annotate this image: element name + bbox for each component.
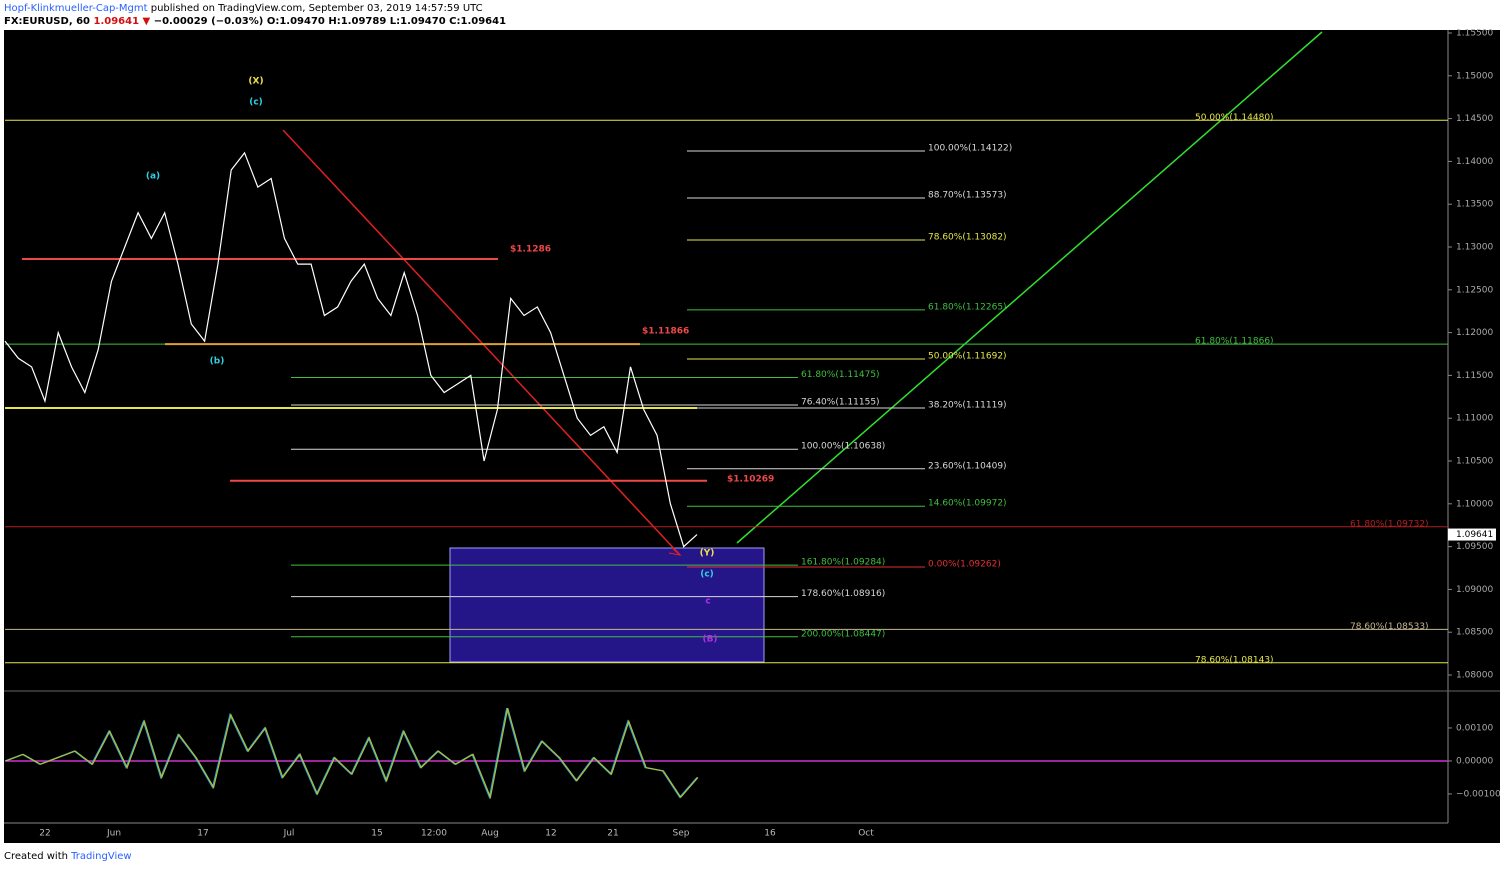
wave-label: (B) (702, 635, 717, 645)
header-line: Hopf-Klinkmueller-Cap-Mgmt published on … (4, 3, 483, 14)
y-tick-label: 1.11000 (1456, 414, 1493, 424)
wave-label: (X) (248, 77, 263, 87)
brand[interactable]: TradingView (71, 851, 132, 862)
fib-label: 200.00%(1.08447) (801, 629, 885, 639)
y-tick-label: 1.08000 (1456, 671, 1493, 681)
high: H:1.09789 (328, 16, 387, 27)
y-tick-label: 1.14000 (1456, 157, 1493, 167)
price-mark-label: $1.1286 (510, 244, 551, 254)
y-tick-label: 1.15000 (1456, 71, 1493, 81)
fib-label: 178.60%(1.08916) (801, 589, 885, 599)
y-tick-label: 1.15500 (1456, 28, 1493, 38)
y-tick-label: 0.00000 (1456, 756, 1493, 766)
open: O:1.09470 (266, 16, 325, 27)
arrow-head (668, 547, 682, 556)
y-tick-label: 1.10500 (1456, 457, 1493, 467)
x-tick-label: Jul (283, 829, 295, 839)
fib-label: 61.80%(1.12265) (928, 302, 1007, 312)
oscillator-line (5, 708, 699, 800)
fib-label: 100.00%(1.10638) (801, 442, 885, 452)
footer: Created with TradingView (4, 851, 132, 862)
y-tick-label: 1.12500 (1456, 285, 1493, 295)
wave-label: c (705, 597, 710, 607)
y-tick-label: 1.13500 (1456, 200, 1493, 210)
x-tick-label: Sep (673, 829, 690, 839)
x-tick-label: 16 (764, 829, 776, 839)
wave-label: (b) (210, 357, 225, 367)
last: 1.09641 (93, 16, 140, 27)
arrow-line (282, 129, 681, 556)
x-tick-label: 15 (371, 829, 382, 839)
trend-line (736, 31, 1323, 544)
fib-label: 50.00%(1.11692) (928, 351, 1007, 361)
y-tick-label: 1.13000 (1456, 243, 1493, 253)
y-tick-label: 1.10000 (1456, 499, 1493, 509)
y-tick-label: 1.14500 (1456, 114, 1493, 124)
x-tick-label: 21 (607, 829, 618, 839)
y-tick-label: 1.11500 (1456, 371, 1493, 381)
x-tick-label: 17 (197, 829, 208, 839)
symbol-line: FX:EURUSD, 60 1.09641 ▼ −0.00029 (−0.03%… (4, 16, 506, 27)
last-price-label: 1.09641 (1456, 530, 1493, 540)
fib-label: 50.00%(1.14480) (1195, 113, 1274, 123)
fib-label: 76.40%(1.11155) (801, 397, 880, 407)
arrow: ▼ (142, 16, 151, 27)
y-tick-label: 1.09500 (1456, 542, 1493, 552)
low: L:1.09470 (389, 16, 446, 27)
fib-label: 61.80%(1.11475) (801, 370, 880, 380)
price-line (4, 151, 698, 548)
y-tick-label: 1.09000 (1456, 585, 1493, 595)
author[interactable]: Hopf-Klinkmueller-Cap-Mgmt (4, 3, 148, 14)
created: Created with (4, 851, 68, 862)
wave-label: (a) (146, 172, 160, 182)
y-tick-label: −0.00100 (1456, 789, 1500, 799)
fib-label: 61.80%(1.09732) (1350, 519, 1429, 529)
fib-label: 100.00%(1.14122) (928, 143, 1012, 153)
y-tick-label: 1.12000 (1456, 328, 1493, 338)
fib-label: 14.60%(1.09972) (928, 499, 1007, 509)
price-mark-label: $1.10269 (727, 474, 774, 484)
x-tick-label: Oct (858, 829, 874, 839)
y-tick-label: 0.00100 (1456, 723, 1493, 733)
change: −0.00029 (−0.03%) (153, 16, 264, 27)
wave-label: (c) (249, 98, 263, 108)
fib-label: 78.60%(1.13082) (928, 232, 1007, 242)
fib-label: 78.60%(1.08143) (1195, 655, 1274, 665)
chart: 1.15500 1.15000 1.14500 1.14000 1.13500 1.130… (4, 28, 1500, 843)
x-tick-label: Aug (481, 829, 499, 839)
x-tick-label: 12 (545, 829, 556, 839)
wave-label: (Y) (700, 549, 715, 559)
fib-label: 88.70%(1.13573) (928, 190, 1007, 200)
fib-label: 61.80%(1.11866) (1195, 337, 1274, 347)
fib-label: 78.60%(1.08533) (1350, 622, 1429, 632)
fib-label: 0.00%(1.09262) (928, 559, 1001, 569)
last-price-tag (1448, 528, 1496, 541)
fib-label: 38.20%(1.11119) (928, 401, 1007, 411)
price-mark-label: $1.11866 (642, 327, 689, 337)
published: published on TradingView.com, September … (147, 3, 483, 14)
x-tick-label: 22 (39, 829, 50, 839)
wave-label: (c) (700, 570, 714, 580)
fib-label: 23.60%(1.10409) (928, 461, 1007, 471)
x-tick-label: Jun (106, 829, 121, 839)
background (4, 30, 1500, 843)
y-tick-label: 1.08500 (1456, 628, 1493, 638)
x-tick-label: 12:00 (421, 829, 447, 839)
symbol: FX:EURUSD, 60 (4, 16, 91, 27)
fib-label: 161.80%(1.09284) (801, 558, 885, 568)
close: C:1.09641 (449, 16, 507, 27)
oscillator-line (4, 708, 698, 800)
